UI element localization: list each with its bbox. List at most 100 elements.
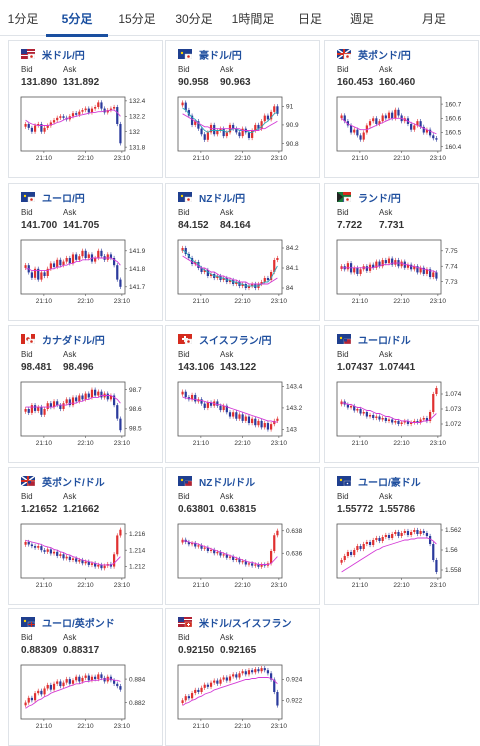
pair-title-link[interactable]: 英ポンド/ドル	[20, 474, 105, 489]
pair-title-link[interactable]: NZドル/円	[178, 190, 245, 205]
moving-average-long	[25, 109, 121, 126]
pair-title-link[interactable]: 英ポンド/円	[336, 47, 411, 62]
candlestick-chart[interactable]: 141.9 141.8 141.7 21:10 22:10 23:10	[9, 236, 164, 320]
pair-title-link[interactable]: カナダドル/円	[21, 332, 105, 347]
x-tick-label: 23:10	[271, 723, 288, 730]
candle-body	[30, 697, 34, 701]
candle-body	[203, 403, 206, 408]
tab-1[interactable]: 1分足	[7, 11, 39, 26]
y-tick-label: 1.072	[445, 421, 462, 428]
x-tick-label: 21:10	[36, 155, 53, 162]
currency-card[interactable]: 豪ドル/円 Bid Ask 90.958 90.963 91 90.9 90.8 21:10 22…	[165, 40, 320, 178]
pair-title-link[interactable]: スイスフラン/円	[178, 332, 271, 347]
currency-card[interactable]: ユーロ/英ポンド Bid Ask 0.88309 0.88317 0.884 0.882 21…	[8, 608, 163, 746]
tab-3[interactable]: 15分足	[118, 11, 156, 26]
candle-body	[228, 556, 232, 558]
moving-average-long	[25, 539, 121, 566]
currency-card[interactable]: 米ドル/スイスフラン Bid Ask 0.92150 0.92165 0.924 0.922…	[165, 608, 320, 746]
candle-body	[235, 128, 238, 133]
pair-title-link[interactable]: NZドル/ドル	[178, 474, 255, 489]
candle-body	[276, 692, 279, 706]
candle-body	[428, 412, 432, 421]
candle-body	[346, 263, 350, 270]
pair-title-link[interactable]: 米ドル/円	[21, 47, 85, 62]
candle-body	[368, 415, 372, 417]
currency-card[interactable]: 米ドル/円 Bid Ask 131.890 131.892 132.4 132.2 132 13…	[8, 40, 163, 178]
currency-card[interactable]: ランド/円 Bid Ask 7.722 7.731 7.75 7.74 7.73 21:10 22…	[324, 183, 479, 321]
candle-body	[416, 530, 419, 534]
pair-title-link[interactable]: ランド/円	[337, 190, 401, 205]
candle-body	[216, 552, 219, 554]
currency-card[interactable]: カナダドル/円 Bid Ask 98.481 98.496 98.7 98.6 98.5 21:…	[8, 325, 163, 463]
bid-label: Bid	[178, 65, 190, 74]
tab-8[interactable]: 月足	[421, 11, 446, 26]
pair-title-link[interactable]: ユーロ/円	[21, 190, 85, 205]
moving-average-long	[182, 255, 278, 285]
currency-card[interactable]: 英ポンド/円 Bid Ask 160.453 160.460 160.7 160.6 160.…	[324, 40, 479, 178]
candlestick-chart[interactable]: 1.216 1.214 1.212 21:10 22:10 23:10	[9, 520, 164, 604]
pair-title-link[interactable]: ユーロ/英ポンド	[21, 615, 115, 630]
ask-value: 1.21662	[63, 504, 100, 515]
candle-body	[24, 409, 27, 412]
tab-6[interactable]: 日足	[297, 11, 322, 26]
pair-title-link[interactable]: 米ドル/スイスフラン	[178, 615, 291, 630]
currency-card[interactable]: NZドル/ドル Bid Ask 0.63801 0.63815 0.638 0.636 21:…	[165, 467, 320, 605]
tab-2[interactable]: 5分足	[46, 0, 108, 37]
candle-body	[403, 531, 406, 533]
pair-title-link[interactable]: ユーロ/豪ドル	[337, 474, 421, 489]
candlestick-chart[interactable]: 132.4 132.2 132 131.8 21:10 22:10 23:10	[9, 93, 164, 177]
candlestick-chart[interactable]: 0.884 0.882 21:10 22:10 23:10	[9, 661, 164, 745]
y-tick-label: 143.2	[286, 405, 303, 412]
tab-4[interactable]: 30分足	[175, 11, 213, 26]
candle-body	[190, 693, 194, 699]
moving-average-long	[182, 677, 278, 706]
candle-body	[90, 108, 94, 113]
candle-body	[384, 418, 387, 421]
candle-body	[416, 266, 419, 273]
currency-card[interactable]: ユーロ/豪ドル Bid Ask 1.55772 1.55786 1.562 1.56 1.55…	[324, 467, 479, 605]
candlestick-chart[interactable]: 143.4 143.2 143 21:10 22:10 23:10	[166, 378, 321, 462]
candle-body	[266, 115, 270, 120]
currency-card[interactable]: NZドル/円 Bid Ask 84.152 84.164 84.2 84.1 84 21:10 2…	[165, 183, 320, 321]
tab-7[interactable]: 週足	[349, 11, 374, 26]
candle-body	[254, 124, 257, 131]
candlestick-chart[interactable]: 84.2 84.1 84 21:10 22:10 23:10	[166, 236, 321, 320]
candle-body	[116, 683, 119, 687]
candle-body	[78, 560, 81, 562]
candlestick-chart[interactable]: 0.638 0.636 21:10 22:10 23:10	[166, 520, 321, 604]
candlestick-chart[interactable]: 160.7 160.6 160.5 160.4 21:10 22:10 23:10	[325, 93, 480, 177]
candle-body	[97, 250, 100, 258]
candle-body	[397, 109, 400, 116]
candle-body	[375, 261, 378, 268]
candle-body	[100, 564, 103, 569]
candle-body	[378, 121, 381, 124]
candlestick-chart[interactable]: 1.074 1.073 1.072 21:10 22:10 23:10	[325, 378, 480, 462]
x-tick-label: 21:10	[36, 298, 53, 305]
candlestick-chart[interactable]: 0.924 0.922 21:10 22:10 23:10	[166, 661, 321, 745]
candlestick-chart[interactable]: 7.75 7.74 7.73 21:10 22:10 23:10	[325, 236, 480, 320]
candle-body	[419, 267, 422, 273]
currency-card[interactable]: 英ポンド/ドル Bid Ask 1.21652 1.21662 1.216 1.214 1.2…	[8, 467, 163, 605]
candlestick-chart[interactable]: 98.7 98.6 98.5 21:10 22:10 23:10	[9, 378, 164, 462]
candle-body	[187, 696, 191, 699]
candle-body	[222, 128, 225, 137]
candlestick-chart[interactable]: 91 90.9 90.8 21:10 22:10 23:10	[166, 93, 321, 177]
candle-body	[238, 673, 241, 678]
currency-card[interactable]: ユーロ/ドル Bid Ask 1.07437 1.07441 1.074 1.073 1.07…	[324, 325, 479, 463]
y-tick-label: 0.638	[286, 528, 303, 535]
pair-title-link[interactable]: 豪ドル/円	[178, 47, 242, 62]
candle-body	[273, 679, 276, 692]
pair-name: ユーロ/豪ドル	[358, 477, 421, 489]
candle-body	[78, 395, 81, 402]
candle-body	[340, 115, 343, 119]
candle-body	[410, 422, 413, 424]
candlestick-chart[interactable]: 1.562 1.56 1.558 21:10 22:10 23:10	[325, 520, 480, 604]
tab-5[interactable]: 1時間足	[231, 11, 275, 26]
x-tick-label: 22:10	[393, 582, 410, 589]
candle-body	[184, 696, 187, 701]
candle-body	[422, 531, 425, 533]
pair-title-link[interactable]: ユーロ/ドル	[337, 332, 411, 347]
currency-card[interactable]: スイスフラン/円 Bid Ask 143.106 143.122 143.4 143.2 14…	[165, 325, 320, 463]
currency-card[interactable]: ユーロ/円 Bid Ask 141.700 141.705 141.9 141.8 141.7…	[8, 183, 163, 321]
candle-body	[56, 259, 59, 267]
